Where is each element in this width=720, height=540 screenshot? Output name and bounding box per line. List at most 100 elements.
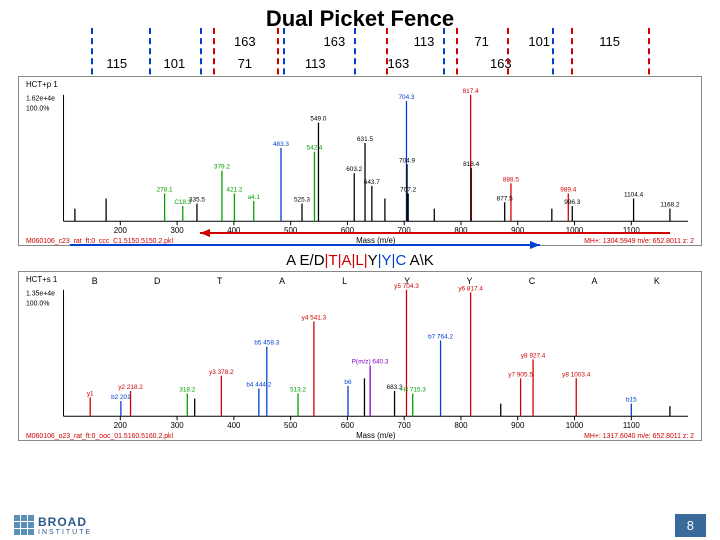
svg-text:700: 700	[398, 421, 412, 430]
slide-title: Dual Picket Fence	[0, 0, 720, 32]
svg-text:500: 500	[284, 226, 298, 235]
picket-label: 163	[490, 56, 512, 71]
svg-text:T: T	[217, 276, 223, 286]
svg-text:200: 200	[114, 226, 128, 235]
svg-text:1000: 1000	[566, 226, 584, 235]
svg-text:900: 900	[511, 226, 525, 235]
footer: BROAD INSTITUTE 8	[0, 510, 720, 540]
svg-text:643.7: 643.7	[364, 179, 380, 186]
svg-text:y3 378.2: y3 378.2	[209, 369, 234, 376]
svg-text:483.3: 483.3	[273, 141, 289, 148]
svg-text:P(m/z) 640.3: P(m/z) 640.3	[352, 359, 389, 366]
svg-text:+H 715.3: +H 715.3	[400, 387, 427, 394]
svg-text:513.2: 513.2	[290, 387, 306, 394]
svg-text:818.4: 818.4	[463, 161, 479, 168]
logo-mark-icon	[14, 515, 34, 535]
seq-blue: |Y|C	[378, 252, 407, 269]
picket-label: 115	[599, 34, 620, 49]
seq-prefix: A E/D	[286, 252, 324, 269]
svg-text:D: D	[154, 276, 160, 286]
seq-suffix: A\K	[406, 252, 434, 269]
svg-text:542.4: 542.4	[306, 145, 322, 152]
picket-label: 115	[106, 56, 127, 71]
logo: BROAD INSTITUTE	[14, 515, 92, 536]
picket-label: 71	[474, 34, 488, 49]
picket-row-bottom: 115 101 71 113 163 163	[40, 56, 680, 76]
svg-text:b15: b15	[626, 397, 637, 404]
svg-text:631.5: 631.5	[357, 136, 373, 143]
svg-text:1000: 1000	[566, 421, 584, 430]
svg-text:989.4: 989.4	[560, 186, 576, 193]
svg-text:1100: 1100	[623, 226, 641, 235]
sequence-label: A E/D|T|A|L|Y|Y|C A\K	[0, 252, 720, 269]
picket-label: 113	[305, 56, 326, 71]
svg-text:800: 800	[454, 421, 468, 430]
spectrum-top: HCT+p 11.62e+4e100.0%2003004005006007008…	[18, 76, 702, 246]
picket-label: 163	[324, 34, 346, 49]
svg-text:603.2: 603.2	[346, 166, 362, 173]
svg-text:525.3: 525.3	[294, 197, 310, 204]
svg-text:y8 927.4: y8 927.4	[521, 352, 546, 359]
svg-text:1104.4: 1104.4	[624, 192, 644, 199]
svg-text:200: 200	[114, 421, 128, 430]
picket-label: 71	[238, 56, 252, 71]
svg-text:996.3: 996.3	[564, 199, 580, 206]
svg-text:y5 704.3: y5 704.3	[394, 283, 419, 290]
picket-label: 163	[388, 56, 410, 71]
picket-label: 163	[234, 34, 256, 49]
svg-text:Mass (m/e): Mass (m/e)	[356, 431, 396, 440]
svg-text:400: 400	[227, 421, 241, 430]
svg-text:1100: 1100	[623, 421, 641, 430]
svg-text:600: 600	[341, 226, 355, 235]
svg-text:HCT+p 1: HCT+p 1	[26, 80, 58, 89]
svg-text:y6 817.4: y6 817.4	[458, 285, 483, 292]
picket-label: 101	[528, 34, 550, 49]
svg-text:500: 500	[284, 421, 298, 430]
svg-text:y1: y1	[87, 390, 94, 397]
svg-text:1.62e+4e: 1.62e+4e	[26, 96, 55, 103]
svg-text:300: 300	[171, 226, 185, 235]
page-number: 8	[675, 514, 706, 537]
svg-text:600: 600	[341, 421, 355, 430]
svg-text:549.0: 549.0	[310, 116, 326, 123]
svg-text:421.2: 421.2	[226, 186, 242, 193]
svg-text:400: 400	[227, 226, 241, 235]
svg-text:MH+: 1304.5949 m/e: 652.8011: MH+: 1304.5949 m/e: 652.8011 z: 2	[584, 238, 694, 245]
seq-mid: Y	[368, 252, 378, 269]
svg-text:K: K	[654, 276, 660, 286]
svg-text:b4 444.2: b4 444.2	[246, 381, 271, 388]
svg-text:a4.1: a4.1	[248, 194, 261, 201]
svg-text:b7 764.2: b7 764.2	[428, 333, 453, 340]
svg-text:HCT+s 1: HCT+s 1	[26, 275, 57, 284]
svg-text:y7 905.5: y7 905.5	[508, 371, 533, 378]
picket-label: 101	[164, 56, 186, 71]
svg-text:y4 541.3: y4 541.3	[302, 314, 327, 321]
svg-text:877.5: 877.5	[497, 195, 513, 202]
picket-row-top: 163 163 113 71 101 115	[40, 34, 680, 54]
svg-text:1.35e+4e: 1.35e+4e	[26, 291, 55, 298]
svg-text:704.3: 704.3	[398, 94, 414, 101]
svg-text:704.9: 704.9	[399, 157, 415, 164]
svg-text:1168.2: 1168.2	[660, 202, 680, 209]
spectrum-bottom-svg: HCT+s 1BDTALYYCAK1.35e+4e100.0%200300400…	[19, 272, 701, 440]
picket-label: 113	[414, 34, 435, 49]
spectrum-bottom: HCT+s 1BDTALYYCAK1.35e+4e100.0%200300400…	[18, 271, 702, 441]
logo-text: BROAD	[38, 515, 92, 529]
svg-text:b2 201: b2 201	[111, 394, 131, 401]
svg-text:900: 900	[511, 421, 525, 430]
svg-text:888.5: 888.5	[503, 176, 519, 183]
svg-text:B: B	[92, 276, 98, 286]
svg-text:707.2: 707.2	[400, 186, 416, 193]
svg-text:L: L	[342, 276, 347, 286]
svg-text:y2 218.2: y2 218.2	[118, 384, 143, 391]
svg-text:318.2: 318.2	[179, 387, 195, 394]
svg-text:Mass (m/e): Mass (m/e)	[356, 236, 396, 245]
svg-text:A: A	[279, 276, 285, 286]
svg-text:100.0%: 100.0%	[26, 301, 49, 308]
svg-text:M060106_o23_rat_ft:0_ooc_01.51: M060106_o23_rat_ft:0_ooc_01.5160.5160.2.…	[26, 433, 174, 440]
svg-text:278.1: 278.1	[157, 186, 173, 193]
svg-text:MH+: 1317.6040 m/e: 652.8011: MH+: 1317.6040 m/e: 652.8011 z: 2	[584, 433, 694, 440]
svg-text:A: A	[591, 276, 597, 286]
svg-text:y8 1003.4: y8 1003.4	[562, 371, 591, 378]
svg-text:b6: b6	[344, 379, 352, 386]
